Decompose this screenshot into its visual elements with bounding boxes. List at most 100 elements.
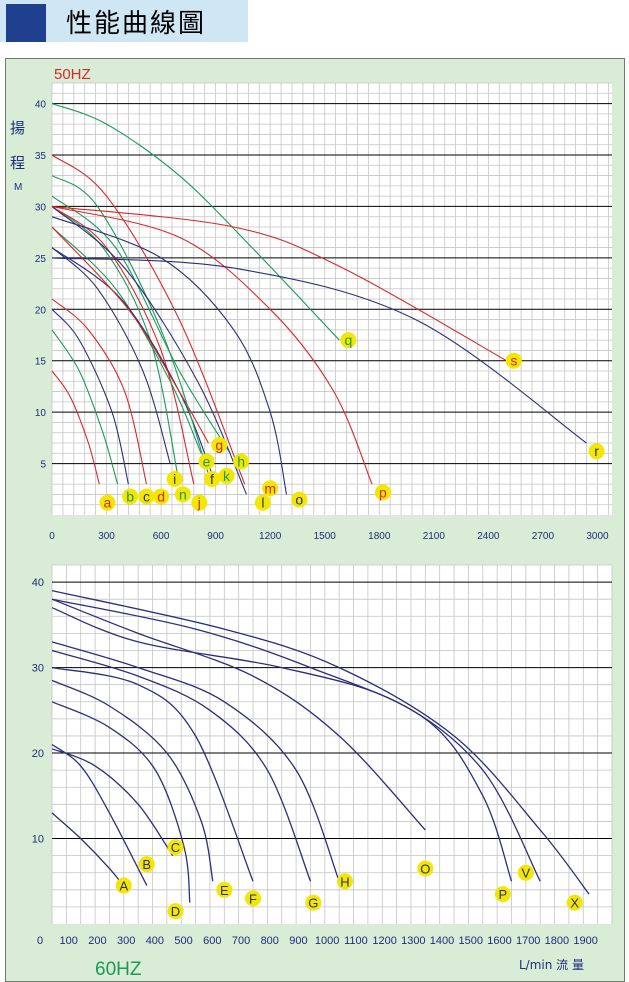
chart1-curve-label: r (594, 443, 599, 459)
chart1-xtick-label: 0 (49, 531, 55, 542)
chart1-curve-label-marker (505, 352, 522, 369)
chart1-curve-label-marker (374, 484, 391, 501)
chart1-ytick-label: 25 (35, 254, 47, 265)
chart1-curve-o (51, 216, 288, 495)
chart1-xtick-label: 600 (153, 531, 170, 542)
chart1-curve-p (51, 205, 373, 485)
chart2-ytick-label: 20 (32, 748, 44, 760)
chart1-curve-label-marker (218, 467, 235, 484)
chart2-xtick-label: 200 (88, 935, 106, 947)
chart1-curve-label: k (223, 468, 231, 484)
chart1-xtick-label: 900 (207, 531, 224, 542)
chart2-xtick-label: 1100 (344, 935, 368, 947)
chart2-curve-label: X (570, 896, 579, 911)
chart1-xtick-label: 2700 (532, 531, 555, 542)
chart1-xtick-label: 300 (98, 531, 115, 542)
chart2-curve-label: D (171, 904, 180, 919)
chart1-curve-r (51, 257, 587, 444)
chart1-curve-h (51, 195, 231, 454)
chart1-curve-label-marker (174, 486, 191, 503)
chart1-curve-label-marker (99, 494, 116, 511)
chart1-ylabel-char: 揚 (10, 119, 25, 137)
chart2-xtick-label: 1600 (487, 935, 511, 947)
chart2-curve-F (51, 666, 254, 882)
chart1-curve-label-marker (138, 488, 155, 505)
chart2-curve-label-marker (167, 903, 184, 920)
title-bar: 性能曲線圖 (0, 0, 248, 42)
chart1-xtick-label: 1800 (368, 531, 391, 542)
chart1-curve-m (51, 154, 246, 485)
chart2-ytick-label: 40 (32, 577, 44, 589)
chart1-curve-label-marker (191, 494, 208, 511)
chart2-curve-label: H (340, 874, 349, 889)
chart1-curve-label-marker (153, 488, 170, 505)
chart1-curve-l (51, 205, 248, 495)
chart1-curve-a (51, 370, 100, 485)
chart1-curve-label: s (510, 353, 517, 369)
page-title: 性能曲線圖 (66, 9, 207, 39)
chart2-curve-label: A (119, 879, 128, 894)
chart1-curve-label: g (215, 437, 223, 453)
chart1-xtick-label: 1500 (314, 531, 337, 542)
chart2-xtick-label: 1200 (372, 935, 396, 947)
chart2-curve-label: C (171, 840, 180, 855)
chart2-curve-label: O (420, 861, 430, 876)
chart2-xtick-label: 400 (146, 935, 164, 947)
chart2-xtick-label: 1700 (516, 935, 540, 947)
chart2-curve-V (51, 607, 541, 882)
chart2-curve-P (51, 598, 513, 882)
chart1-curve-label-marker (233, 453, 250, 470)
chart2-xtick-label: 0 (37, 935, 43, 947)
chart2-curve-label: G (308, 896, 318, 911)
chart1-curve-label: n (179, 486, 187, 502)
chart1-curve-label: e (203, 454, 211, 470)
chart2-xtick-label: 1300 (401, 935, 425, 947)
chart1-curve-c (51, 308, 129, 485)
chart1-curve-q (51, 103, 340, 341)
chart2-ytick-label: 30 (32, 663, 44, 675)
chart1-curve-label: a (104, 495, 112, 511)
chart1-curve-label: h (237, 454, 245, 470)
chart1-curve-label-marker (122, 488, 139, 505)
chart1-xtick-label: 2400 (477, 531, 500, 542)
chart1-ytick-label: 35 (35, 151, 47, 162)
chart1-curve-label: b (126, 488, 134, 504)
chart1-curve-label-marker (254, 494, 271, 511)
chart1-xtick-label: 3000 (586, 531, 609, 542)
chart1-curve-g (51, 226, 209, 444)
chart1-curve-label: i (173, 471, 176, 487)
chart2-curve-label: B (142, 857, 151, 872)
chart2-xtick-label: 800 (261, 935, 279, 947)
chart2-xtick-label: 1400 (430, 935, 454, 947)
chart1-curve-label-marker (262, 480, 279, 497)
chart2-curve-label-marker (566, 894, 583, 911)
chart2-xlabel: L/min 流 量 (519, 958, 584, 972)
chart2-curve-label-marker (167, 839, 184, 856)
chart1-ytick-label: 20 (35, 305, 47, 316)
chart2-curve-label-marker (138, 856, 155, 873)
chart2-curve-label-marker (336, 873, 353, 890)
chart1-curve-label-marker (588, 443, 605, 460)
chart2-xtick-label: 1000 (315, 935, 339, 947)
chart2-curve-label: E (220, 883, 229, 898)
chart1-curve-label-marker (166, 471, 183, 487)
chart2-xtick-label: 1900 (573, 935, 597, 947)
chart1-curve-d (51, 298, 148, 485)
chart2-xtick-label: 1500 (459, 935, 483, 947)
chart1-ytick-label: 30 (35, 202, 47, 213)
chart2-curve-label-marker (305, 894, 322, 911)
chart2-xtick-label: 500 (174, 935, 192, 947)
chart1-curve-label-marker (204, 471, 220, 487)
chart1-curve-label: l (261, 495, 264, 511)
chart1-ytick-label: 10 (35, 408, 47, 419)
chart1-curve-label-marker (291, 491, 308, 508)
chart2-frequency-label: 60HZ (95, 959, 142, 980)
chart1-frequency-label: 50HZ (54, 66, 91, 83)
chart1-xtick-label: 2100 (423, 531, 446, 542)
chart2-xtick-label: 700 (232, 935, 250, 947)
chart1-curve-label: j (197, 495, 201, 511)
chart1-ytick-label: 40 (35, 100, 47, 111)
chart2-curve-label-marker (216, 881, 233, 898)
chart1-curve-label-marker (211, 437, 228, 454)
